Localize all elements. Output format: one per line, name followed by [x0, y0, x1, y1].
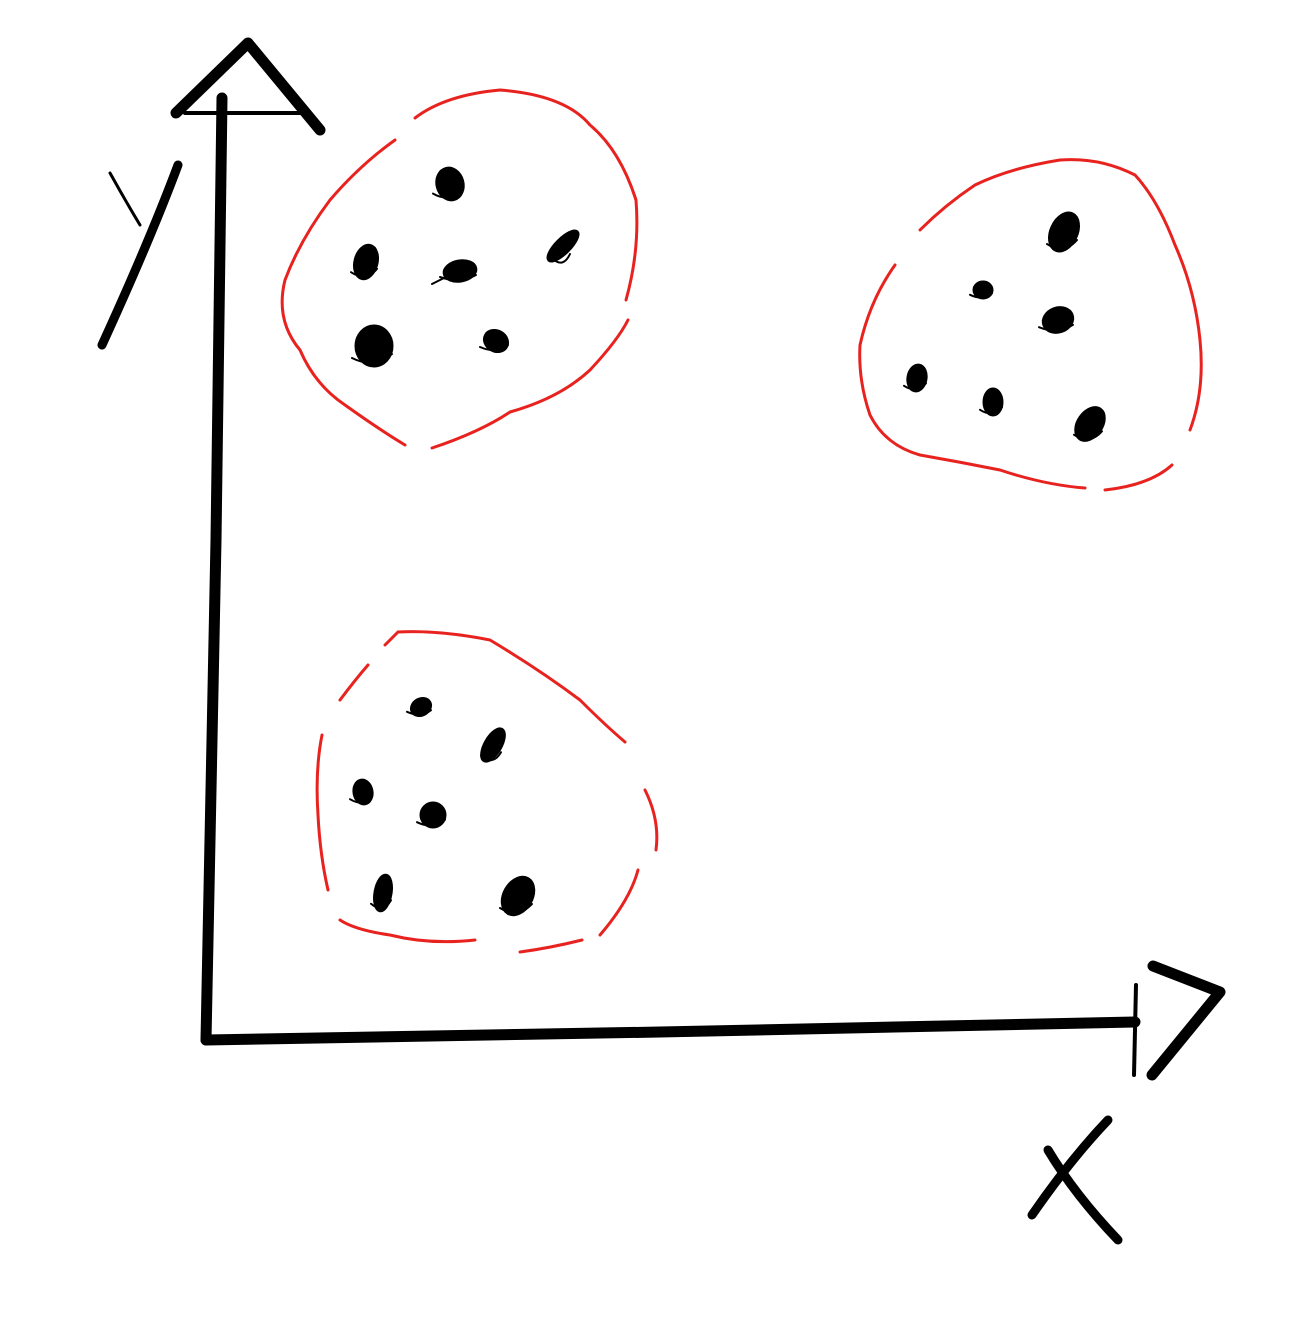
x-axis-label: X — [1027, 1115, 1123, 1245]
top-left-cluster-point-4-scribble — [551, 253, 571, 264]
top-left-cluster-point-7 — [431, 275, 449, 285]
top-left-cluster-point-2 — [352, 243, 380, 281]
top-left-cluster-point-2-scribble — [350, 267, 378, 278]
top-right-cluster-point-5 — [982, 387, 1004, 417]
bottom-left-cluster-point-5-scribble — [370, 899, 392, 910]
top-right-cluster-point-3-scribble — [1038, 323, 1074, 332]
cluster-points — [349, 166, 1106, 917]
top-left-cluster-point-1 — [435, 166, 465, 202]
y-letter-stroke-long — [97, 160, 183, 350]
top-right-cluster-point-3 — [1041, 306, 1075, 334]
top-left-cluster-point-3 — [442, 259, 478, 283]
y-axis — [170, 37, 326, 1046]
top-right-cluster-point-1 — [1047, 211, 1081, 253]
bottom-left-cluster-point-3 — [352, 778, 374, 806]
y-letter-stroke-short — [108, 171, 142, 227]
top-left-cluster-point-5-scribble — [351, 353, 393, 364]
x-axis-arrowhead — [1146, 960, 1226, 1081]
bottom-left-cluster-point-6 — [500, 875, 536, 917]
top-left-cluster-point-1-scribble — [432, 189, 464, 199]
x-axis — [200, 960, 1226, 1081]
x-letter-stroke-b — [1027, 1115, 1113, 1220]
top-right-cluster-outline — [858, 158, 1203, 492]
bottom-left-cluster-point-2-scribble — [480, 751, 502, 762]
bottom-left-cluster-point-5 — [373, 873, 393, 913]
top-right-cluster-point-4-scribble — [903, 382, 927, 391]
top-left-cluster-point-6-scribble — [479, 344, 509, 351]
top-right-cluster — [903, 211, 1106, 442]
top-right-cluster-point-1-scribble — [1046, 239, 1078, 250]
x-axis-line — [200, 1016, 1141, 1046]
x-letter-stroke-a — [1043, 1145, 1123, 1245]
top-left-cluster-point-4 — [546, 229, 580, 263]
top-right-cluster-point-6-scribble — [1073, 430, 1103, 441]
bottom-left-cluster-point-4-scribble — [416, 818, 446, 827]
top-right-cluster-point-4 — [906, 363, 928, 393]
bottom-left-cluster-point-4 — [419, 801, 447, 829]
bottom-left-cluster-point-2 — [480, 727, 506, 763]
bottom-left-cluster-point-3-scribble — [349, 795, 373, 804]
bottom-left-cluster-point-6-scribble — [499, 903, 533, 914]
cluster-outlines — [280, 88, 1203, 954]
bottom-left-cluster-outline — [315, 630, 659, 954]
top-left-cluster-outline — [280, 88, 639, 450]
x-axis-arrowhead-base — [1132, 983, 1138, 1077]
top-right-cluster-point-5-scribble — [979, 406, 1003, 415]
top-left-cluster — [350, 166, 580, 368]
bottom-left-cluster — [349, 696, 536, 917]
y-axis-line — [200, 92, 228, 1046]
top-left-cluster-point-6 — [482, 328, 510, 354]
top-left-cluster-point-5 — [354, 324, 394, 368]
bottom-left-cluster-point-1-scribble — [406, 709, 432, 716]
y-axis-label: Y — [97, 160, 183, 350]
top-right-cluster-point-2-scribble — [969, 292, 993, 299]
y-axis-arrowhead — [170, 37, 326, 136]
